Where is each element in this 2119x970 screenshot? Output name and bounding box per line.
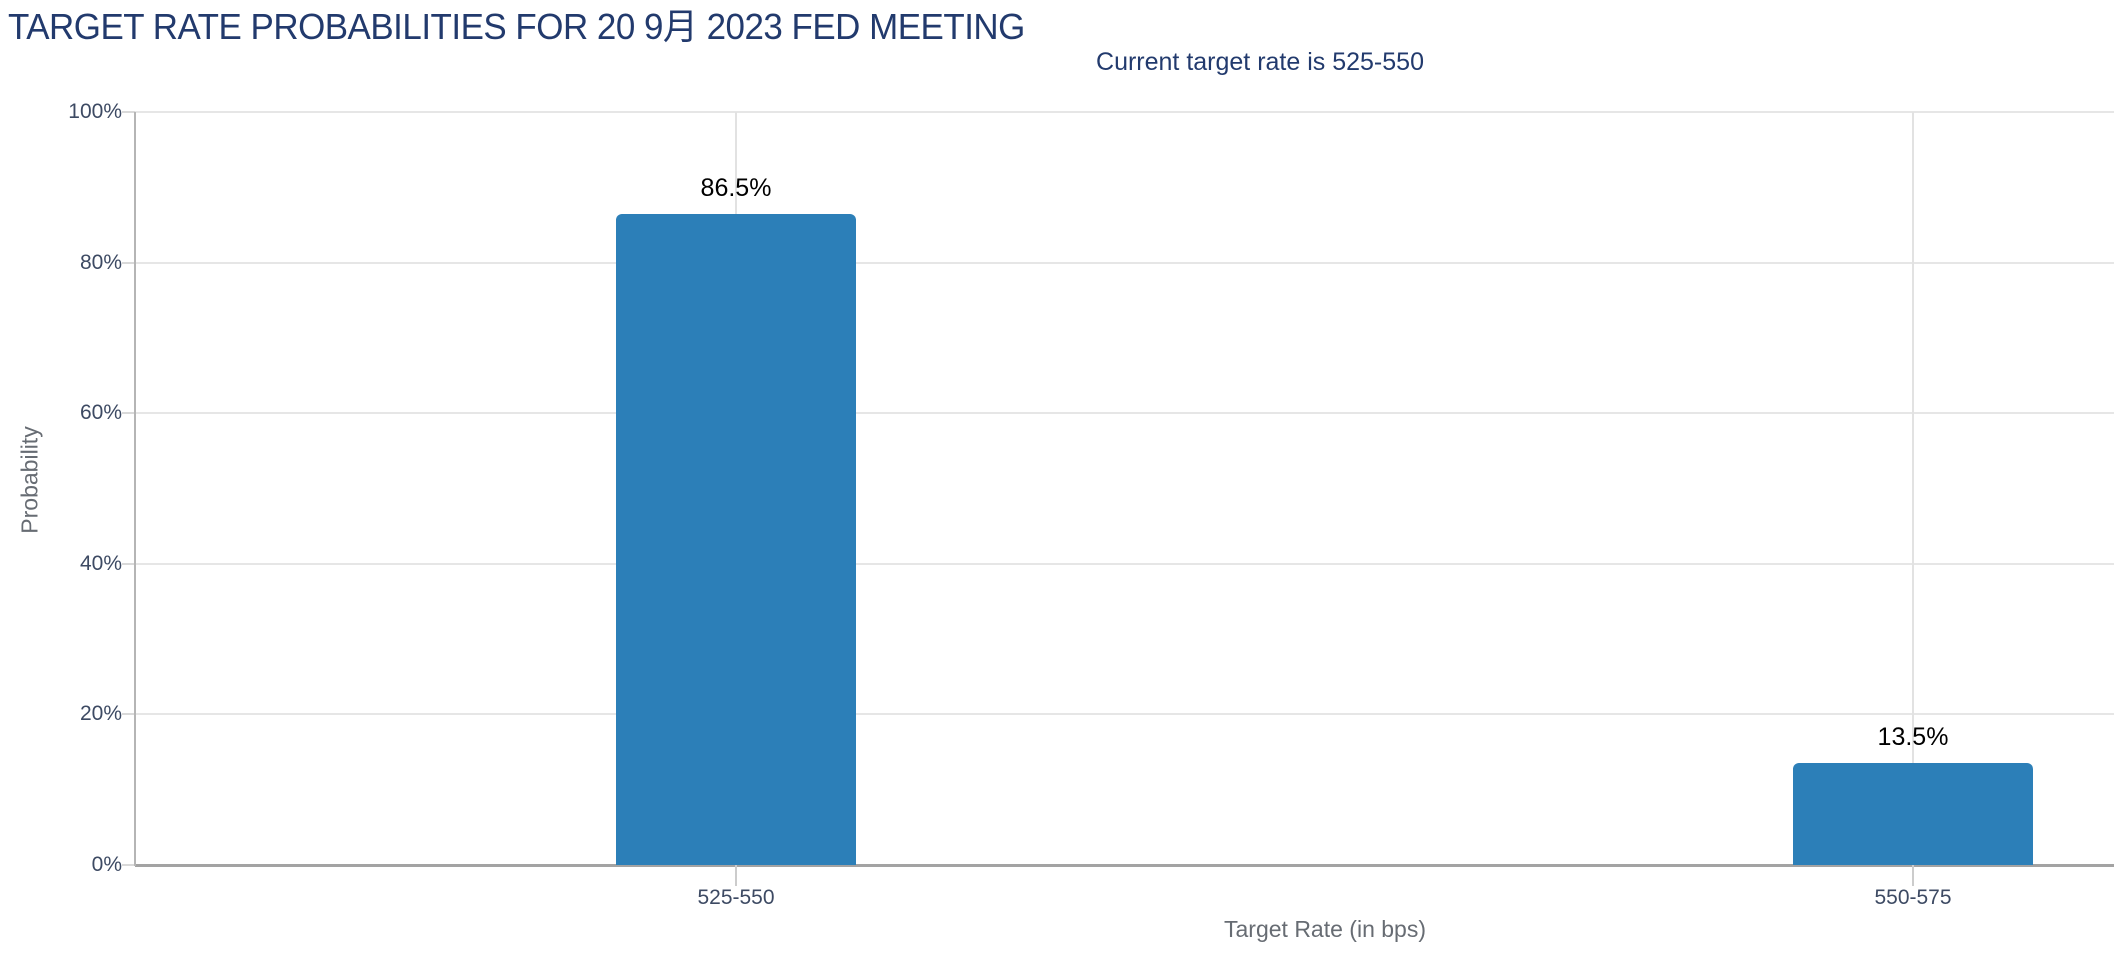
y-axis-tick	[122, 111, 135, 113]
x-tick-label: 525-550	[697, 886, 775, 909]
x-axis-tick	[1912, 865, 1914, 886]
y-tick-label: 0%	[91, 853, 122, 876]
y-tick-label: 20%	[79, 702, 122, 726]
v-gridline	[1912, 112, 1914, 865]
h-gridline	[135, 261, 2114, 264]
y-axis-tick	[122, 713, 135, 716]
y-axis-tick	[122, 864, 135, 866]
h-gridline	[135, 111, 2114, 113]
y-axis-tick	[122, 261, 135, 264]
x-axis-tick	[735, 865, 737, 886]
y-tick-label: 60%	[79, 401, 122, 425]
x-tick-label: 550-575	[1874, 886, 1952, 909]
chart-title: TARGET RATE PROBABILITIES FOR 20 9月 2023…	[8, 6, 1025, 47]
h-gridline	[135, 562, 2114, 565]
y-tick-label: 100%	[68, 100, 122, 123]
y-axis-tick	[122, 412, 135, 415]
bar-value-label: 86.5%	[700, 173, 772, 202]
y-tick-label: 80%	[79, 250, 122, 274]
y-axis-line	[134, 112, 136, 866]
y-axis-title: Probability	[16, 426, 43, 534]
h-gridline	[135, 412, 2114, 415]
y-tick-label: 40%	[79, 551, 122, 575]
probability-bar[interactable]	[616, 213, 856, 865]
bar-value-label: 13.5%	[1877, 723, 1949, 752]
y-axis-tick	[122, 562, 135, 565]
chart-subtitle: Current target rate is 525-550	[1096, 48, 1424, 76]
x-axis-line	[135, 864, 2114, 867]
probability-bar[interactable]	[1793, 763, 2033, 865]
x-axis-title: Target Rate (in bps)	[1224, 916, 1426, 942]
h-gridline	[135, 713, 2114, 716]
